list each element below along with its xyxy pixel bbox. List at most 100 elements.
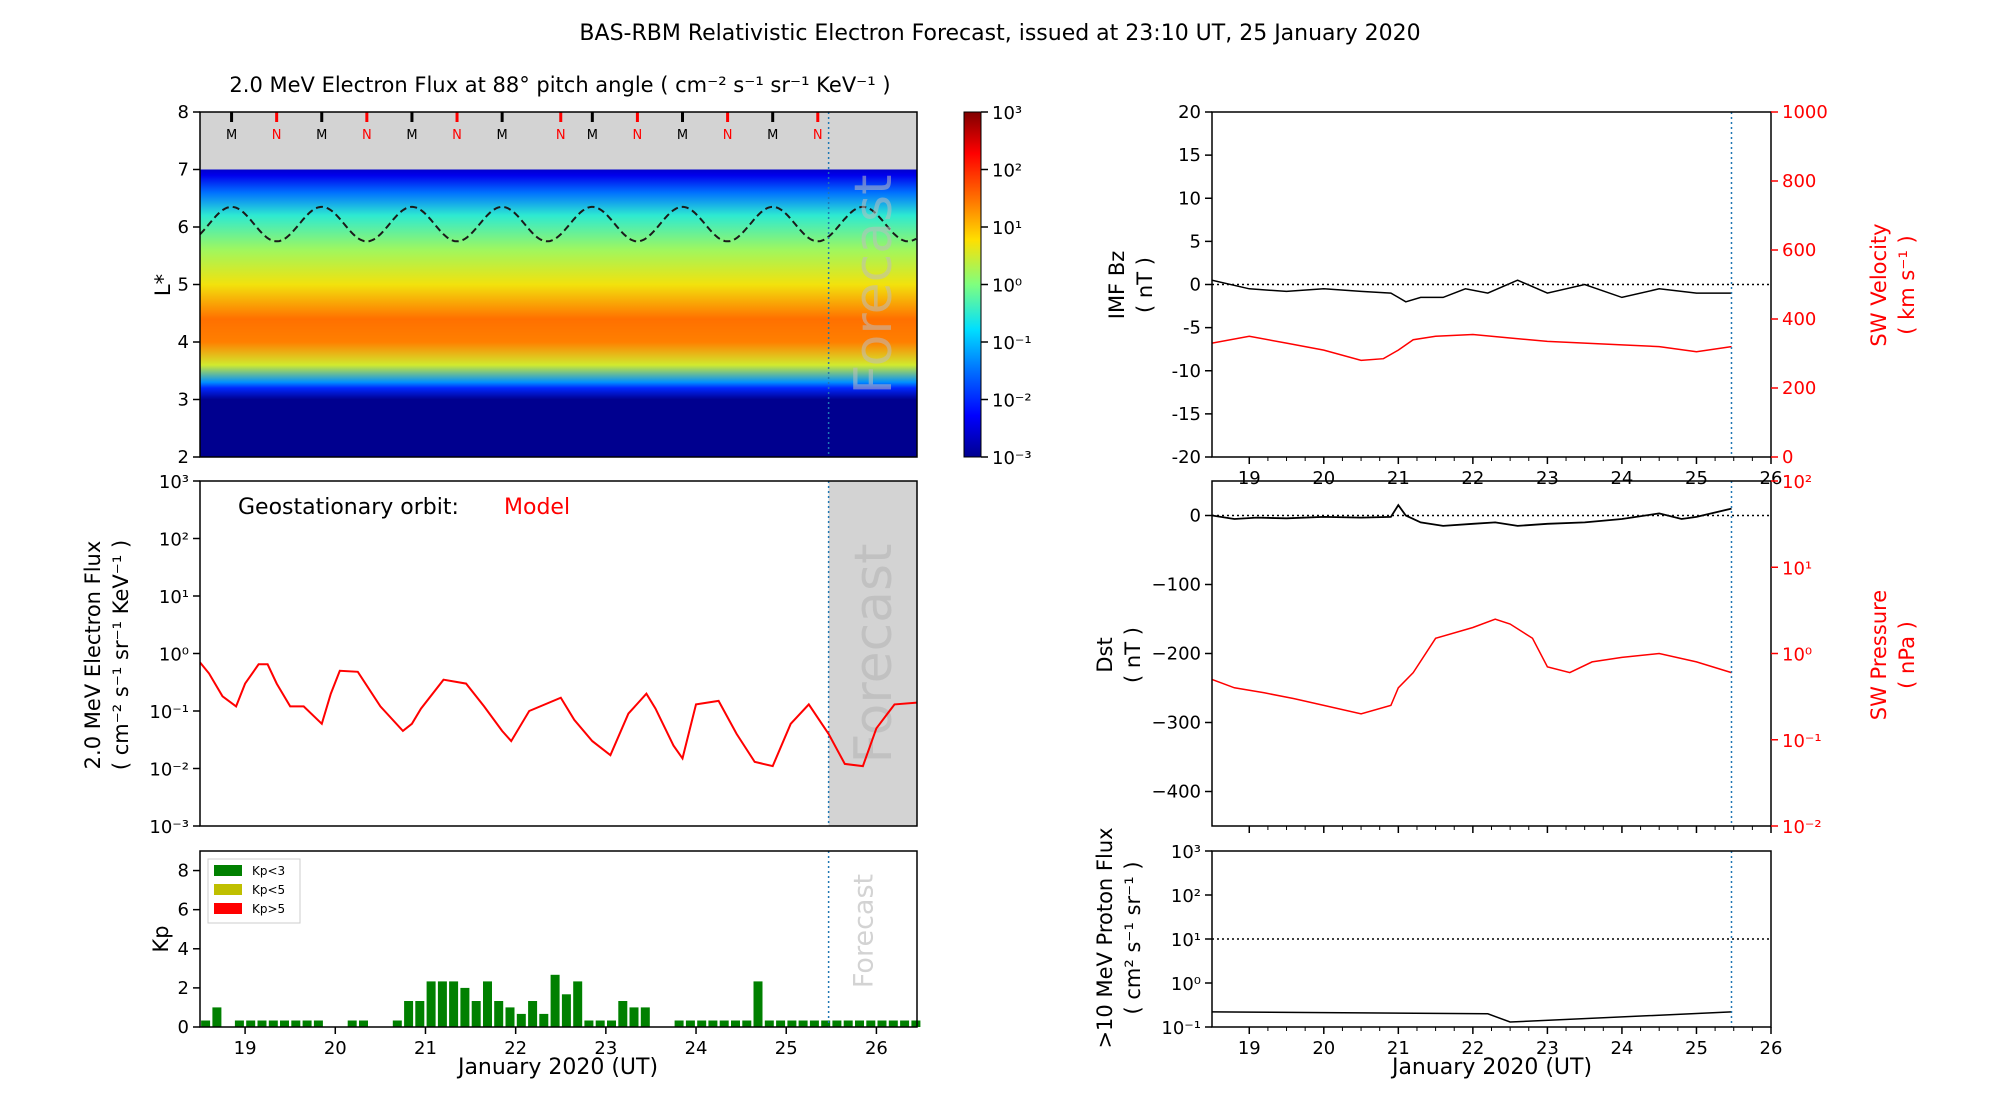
sw-pressure-line: [1212, 618, 1732, 715]
orbit-marker-label: N: [633, 128, 643, 143]
y-tick-label: 8: [178, 861, 189, 882]
kp-xlabel: January 2020 (UT): [456, 1055, 658, 1080]
kp-bar: [809, 1020, 819, 1027]
x-tick-label: 25: [1685, 468, 1708, 489]
kp-bar: [821, 1020, 831, 1027]
kp-bar: [629, 1007, 639, 1027]
y-tick-label: 2: [178, 978, 189, 999]
kp-bar: [900, 1020, 910, 1027]
colorbar-tick-label: 10²: [992, 161, 1022, 182]
dst-ylabel-unit: ( nT ): [1121, 627, 1145, 683]
y-tick-label: 10³: [1171, 842, 1201, 863]
y-right-tick-label: 0: [1782, 447, 1793, 468]
y-tick-label: −300: [1152, 713, 1201, 734]
orbit-marker-label: M: [406, 128, 417, 143]
y-tick-label: −200: [1152, 644, 1201, 665]
kp-bar: [798, 1020, 808, 1027]
x-tick-label: 21: [414, 1038, 437, 1059]
swp-ylabel-unit: ( nPa ): [1895, 621, 1919, 689]
kp-bar: [776, 1020, 786, 1027]
swv-ylabel-unit: ( km s⁻¹ ): [1895, 235, 1919, 334]
colorbar-gradient: [963, 111, 982, 458]
proton-xlabel: January 2020 (UT): [1390, 1055, 1592, 1080]
kp-bar: [742, 1020, 752, 1027]
figure-title: BAS-RBM Relativistic Electron Forecast, …: [579, 21, 1420, 46]
kp-bar: [280, 1020, 289, 1027]
geo-flux-panel: Forecast Geostationary orbit: Model 10⁻³…: [81, 472, 918, 838]
kp-bar: [764, 1020, 774, 1027]
y-tick-label: 10¹: [159, 587, 189, 608]
orbit-marker-label: N: [723, 128, 733, 143]
y-tick-label: 2: [178, 447, 189, 468]
y-tick-label: 10⁰: [1171, 974, 1201, 995]
colorbar-tick-label: 10⁻²: [992, 391, 1032, 412]
kp-bar: [731, 1020, 740, 1027]
swp-ylabel: SW Pressure: [1867, 590, 1891, 720]
y-right-tick-label: 10⁻¹: [1782, 731, 1822, 752]
kp-bar: [550, 974, 560, 1027]
magnetopause-dashed-line: [200, 205, 917, 243]
kp-bar: [719, 1020, 729, 1027]
geo-ylabel-units: ( cm⁻² s⁻¹ sr⁻¹ KeV⁻¹ ): [109, 540, 133, 770]
forecast-label: Forecast: [844, 174, 904, 394]
kp-bar: [415, 1001, 425, 1027]
imf-bz-panel: 19 20 21 22 23 24 25 26-20-15-10-50510152002004…: [1105, 102, 1919, 489]
geo-y-axis: 10⁻³ 10⁻² 10⁻¹ 10⁰ 10¹ 10² 10³: [149, 472, 200, 838]
kp-bar: [359, 1020, 368, 1027]
orbit-marker-label: M: [767, 128, 778, 143]
proton-flux-line: [1212, 1011, 1732, 1023]
kp-bar: [313, 1020, 323, 1027]
x-tick-label: 21: [1387, 468, 1410, 489]
forecast-label: Forecast: [844, 543, 904, 763]
y-tick-label: 5: [178, 275, 189, 296]
orbit-marker-label: M: [587, 128, 598, 143]
x-tick-label: 22: [1461, 1038, 1484, 1059]
y-right-tick-label: 1000: [1782, 102, 1828, 123]
colorbar-tick-label: 10⁻³: [992, 448, 1032, 469]
y-tick-label: -5: [1183, 318, 1201, 339]
orbit-marker-label: N: [556, 128, 566, 143]
kp-bar: [573, 981, 583, 1027]
kp-bar: [483, 981, 492, 1027]
forecast-label: Forecast: [849, 874, 880, 988]
y-tick-label: 10⁻²: [149, 760, 189, 781]
y-tick-label: 3: [178, 390, 189, 411]
dst-panel: −400 −300 −200 −100 0 10⁻² 10⁻¹ 10⁰ 10¹ 10² Dst (…: [1093, 472, 1919, 838]
kp-bar: [234, 1020, 244, 1027]
y-tick-label: 10⁰: [159, 645, 189, 666]
kp-bar: [584, 1020, 594, 1027]
kp-legend: Kp<3 Kp<5 Kp>5: [207, 858, 301, 924]
y-tick-label: 6: [178, 217, 189, 238]
x-tick-label: 19: [234, 1038, 257, 1059]
imf-axes: 19 20 21 22 23 24 25 26-20-15-10-50510152002004…: [1172, 102, 1828, 489]
y-tick-label: -20: [1172, 447, 1201, 468]
geo-ylabel: 2.0 MeV Electron Flux: [81, 541, 105, 770]
kp-bar: [392, 1020, 402, 1027]
kp-bar: [877, 1020, 887, 1027]
kp-bar: [832, 1020, 842, 1027]
kp-ylabel: Kp: [149, 925, 173, 952]
legend-label-kp-high: Kp>5: [252, 902, 285, 916]
kp-bar: [855, 1020, 864, 1027]
kp-bar: [291, 1020, 301, 1027]
orbit-marker-label: N: [362, 128, 372, 143]
x-tick-label: 24: [685, 1038, 708, 1059]
y-tick-label: −100: [1152, 575, 1201, 596]
orbit-marker-label: M: [316, 128, 327, 143]
y-right-tick-label: 400: [1782, 309, 1816, 330]
imf-bz-line: [1212, 279, 1732, 303]
kp-bar: [888, 1020, 898, 1027]
dst-line: [1212, 503, 1732, 527]
kp-bar: [753, 981, 763, 1027]
y-tick-label: 4: [178, 332, 189, 353]
y-tick-label: 20: [1178, 102, 1201, 123]
kp-bars: [201, 974, 921, 1027]
y-right-tick-label: 10⁻²: [1782, 817, 1822, 838]
heatmap-ylabel: L*: [151, 274, 175, 296]
colorbar: 10⁻³ 10⁻² 10⁻¹ 10⁰ 10¹ 10² 10³: [963, 103, 1032, 469]
legend-label-kp-low: Kp<3: [252, 864, 285, 878]
orbit-marker-label: N: [813, 128, 823, 143]
model-label: Model: [504, 495, 570, 520]
heatmap-flux-band: [200, 169, 917, 457]
kp-bar: [426, 981, 436, 1027]
